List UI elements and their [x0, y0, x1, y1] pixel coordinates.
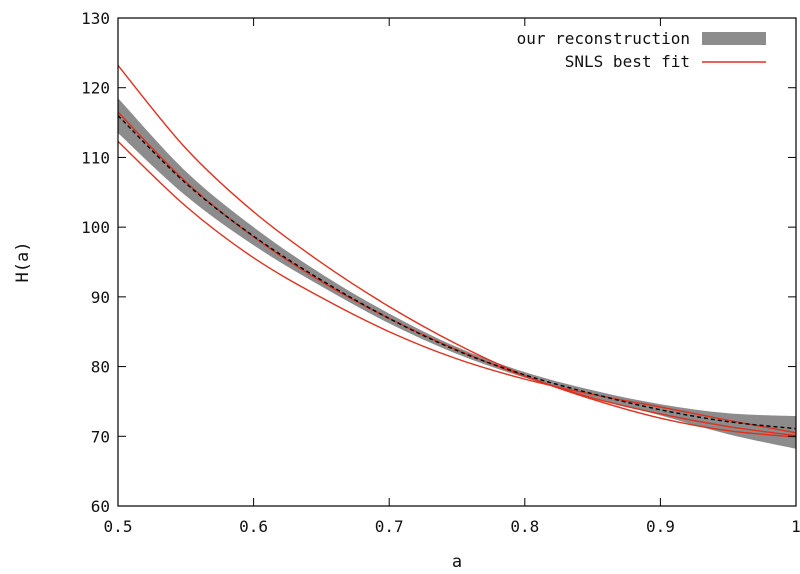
plot-frame — [117, 17, 797, 507]
reconstruction-mean-line — [117, 115, 797, 430]
reconstruction-band — [118, 98, 796, 449]
legend-label-reconstruction: our reconstruction — [517, 29, 690, 48]
y-axis-label: H(a) — [13, 242, 33, 283]
snls-line-3 — [117, 64, 797, 438]
y-tick-label: 70 — [91, 427, 110, 446]
x-tick-label: 0.9 — [646, 517, 675, 536]
y-tick-label: 80 — [91, 358, 110, 377]
y-tick-label: 100 — [81, 218, 110, 237]
x-tick-label: 0.8 — [510, 517, 539, 536]
axes-layer: 0.5 0.6 0.7 0.8 0.9 1 60 70 80 90 100 110 120 130 — [81, 9, 800, 536]
y-tick-label: 130 — [81, 9, 110, 28]
snls-line-2 — [117, 111, 797, 437]
x-tick-label: 0.7 — [375, 517, 404, 536]
legend: our reconstruction SNLS best fit — [517, 29, 766, 71]
legend-label-snls: SNLS best fit — [565, 52, 690, 71]
y-tick-label: 90 — [91, 288, 110, 307]
x-tick-label: 0.6 — [239, 517, 268, 536]
x-tick-label: 1 — [791, 517, 800, 536]
y-tick-label: 110 — [81, 148, 110, 167]
y-tick-label: 120 — [81, 79, 110, 98]
x-tick-label: 0.5 — [104, 517, 133, 536]
x-axis-label: a — [452, 552, 462, 572]
snls-line-4 — [117, 140, 797, 434]
y-tick-label: 60 — [91, 497, 110, 516]
legend-swatch-reconstruction — [702, 32, 766, 45]
series-layer — [117, 64, 797, 449]
